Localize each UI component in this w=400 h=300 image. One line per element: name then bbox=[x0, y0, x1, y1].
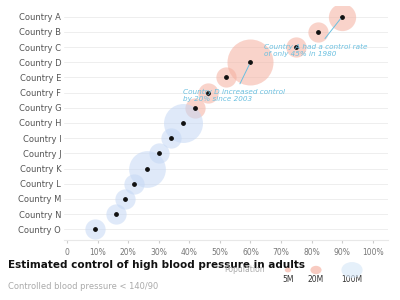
Point bbox=[293, 45, 300, 50]
Text: 5M: 5M bbox=[282, 274, 294, 284]
Point bbox=[204, 90, 211, 95]
Text: 20M: 20M bbox=[308, 274, 324, 284]
Text: Estimated control of high blood pressure in adults: Estimated control of high blood pressure… bbox=[8, 260, 305, 269]
Point bbox=[223, 75, 229, 80]
Point bbox=[314, 29, 321, 34]
Text: Controlled blood pressure < 140/90: Controlled blood pressure < 140/90 bbox=[8, 282, 158, 291]
Point bbox=[204, 90, 211, 95]
Point bbox=[143, 166, 150, 171]
Point bbox=[143, 166, 150, 171]
Point bbox=[131, 182, 138, 186]
Point bbox=[156, 151, 162, 156]
Text: 100M: 100M bbox=[342, 274, 362, 284]
Text: Population: Population bbox=[224, 266, 265, 274]
Point bbox=[314, 29, 321, 34]
Point bbox=[113, 212, 119, 217]
Point bbox=[168, 136, 174, 141]
Point bbox=[192, 105, 199, 110]
Point bbox=[223, 75, 229, 80]
Point bbox=[180, 121, 186, 125]
Point bbox=[180, 121, 186, 125]
Point bbox=[122, 196, 128, 201]
Point bbox=[91, 227, 98, 232]
Point bbox=[122, 196, 128, 201]
Point bbox=[113, 212, 119, 217]
Point bbox=[293, 45, 300, 50]
Point bbox=[131, 182, 138, 186]
Point bbox=[168, 136, 174, 141]
Point bbox=[247, 60, 254, 64]
Point bbox=[247, 60, 254, 64]
Text: Country D increased control
by 20% since 2003: Country D increased control by 20% since… bbox=[183, 65, 285, 102]
Point bbox=[91, 227, 98, 232]
Point bbox=[192, 105, 199, 110]
Text: Country A had a control rate
of only 45% in 1980: Country A had a control rate of only 45%… bbox=[264, 19, 368, 57]
Point bbox=[339, 14, 345, 19]
Point bbox=[156, 151, 162, 156]
Point bbox=[339, 14, 345, 19]
